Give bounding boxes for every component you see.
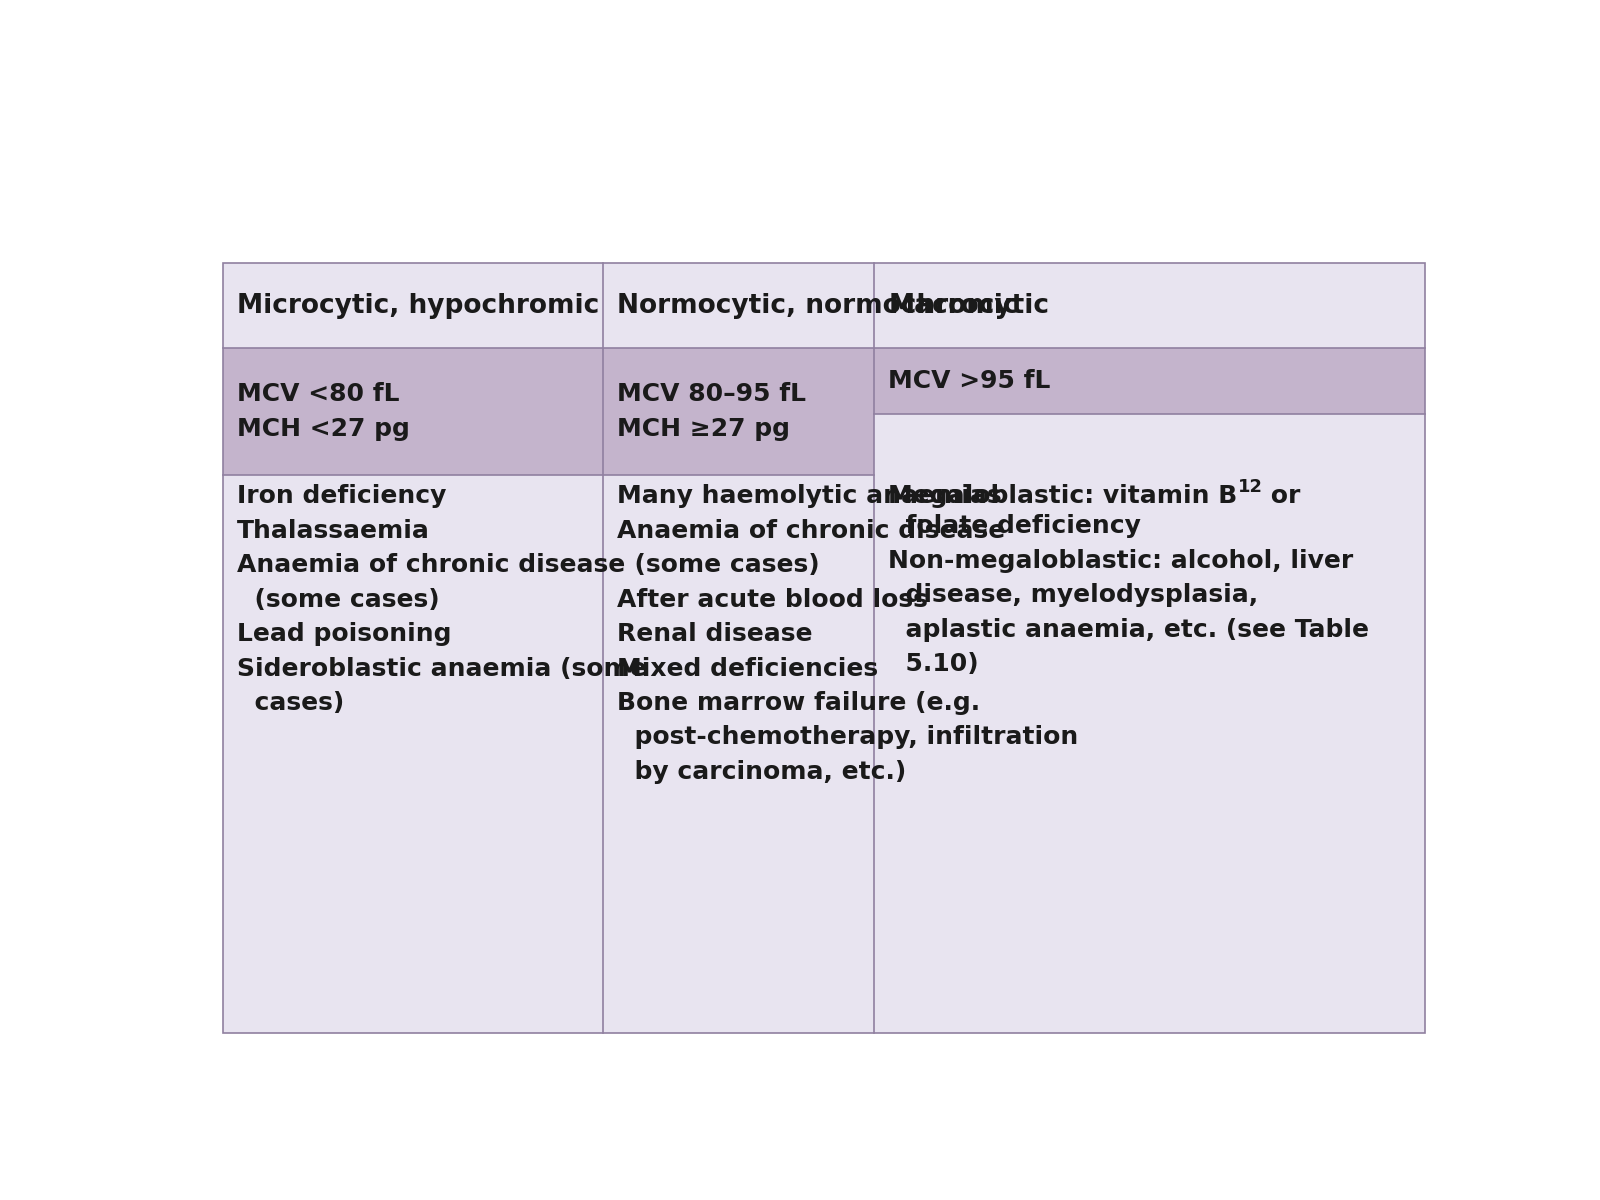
Text: 12: 12 [1237,478,1262,496]
Text: folate deficiency
Non-megaloblastic: alcohol, liver
  disease, myelodysplasia,
 : folate deficiency Non-megaloblastic: alc… [888,514,1370,676]
Text: MCV <80 fL
MCH <27 pg: MCV <80 fL MCH <27 pg [237,382,410,442]
Text: MCV 80–95 fL
MCH ≥27 pg: MCV 80–95 fL MCH ≥27 pg [618,382,806,442]
Bar [224,348,874,475]
Text: Macrocytic: Macrocytic [888,293,1050,319]
Bar [874,348,1424,414]
Text: Iron deficiency
Thalassaemia
Anaemia of chronic disease
  (some cases)
Lead pois: Iron deficiency Thalassaemia Anaemia of … [237,485,646,715]
Text: Normocytic, normochromic: Normocytic, normochromic [618,293,1019,319]
Text: MCV >95 fL: MCV >95 fL [888,368,1051,392]
Text: or: or [1262,485,1301,509]
Text: Many haemolytic anaemias
Anaemia of chronic disease
  (some cases)
After acute b: Many haemolytic anaemias Anaemia of chro… [618,485,1078,784]
Bar [224,263,1424,1033]
Text: Megaloblastic: vitamin B: Megaloblastic: vitamin B [888,485,1237,509]
Bar [874,414,1424,475]
Bar [224,263,1424,1033]
Text: Microcytic, hypochromic: Microcytic, hypochromic [237,293,600,319]
